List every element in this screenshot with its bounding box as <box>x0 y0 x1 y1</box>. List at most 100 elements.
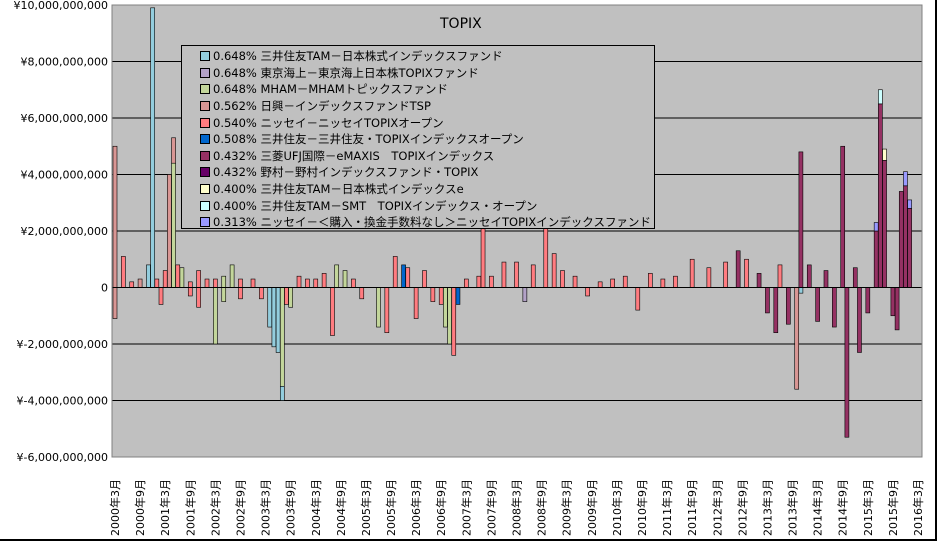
x-tick-label: 2005年3月 <box>359 479 373 536</box>
bar-2001-03-series-4 <box>162 270 168 288</box>
x-tick-label: 2012年3月 <box>710 479 724 536</box>
bar-2000-03-series-3 <box>112 145 118 288</box>
bar-2001-09-series-4 <box>187 287 193 297</box>
legend-label: 0.432% 三菱UFJ国際－eMAXIS TOPIXインデックス <box>213 148 495 163</box>
bar-2007-12-series-4 <box>501 261 507 288</box>
bar-2007-03-series-4 <box>464 278 469 288</box>
bar-2003-06-series-0 <box>275 287 281 353</box>
x-tick-label: 2007年9月 <box>484 479 498 536</box>
bar-2002-03-series-4 <box>213 278 218 288</box>
y-tick-label: ¥2,000,000,000 <box>21 225 108 238</box>
bar-2009-08-series-4 <box>585 287 590 297</box>
y-tick-label: ¥4,000,000,000 <box>21 169 108 182</box>
bar-2010-02-series-4 <box>610 278 615 288</box>
legend-label: 0.400% 三井住友TAM－SMT TOPIXインデックス・オープン <box>213 198 538 213</box>
legend-label: 0.562% 日興－インデックスファンドTSP <box>213 99 431 114</box>
bar-2004-07-series-4 <box>330 287 335 336</box>
bar-2007-01-series-5 <box>455 287 461 305</box>
bar-2013-06-series-4 <box>777 264 783 288</box>
x-tick-label: 2011年9月 <box>685 479 699 536</box>
bar-2000-03-series-3 <box>112 287 118 319</box>
y-tick-label: ¥-4,000,000,000 <box>17 395 108 408</box>
x-tick-label: 2006年3月 <box>409 479 423 536</box>
bar-2002-01-series-4 <box>204 278 210 288</box>
bar-2000-11-series-0 <box>146 264 151 288</box>
bar-2015-12-series-10 <box>903 171 908 187</box>
bar-2002-03-series-2 <box>213 287 218 345</box>
x-tick-label: 2004年3月 <box>309 479 323 536</box>
legend-item: 0.648% 東京海上－東京海上日本株TOPIXファンド <box>182 65 654 82</box>
bar-2005-12-series-5 <box>401 264 406 288</box>
bar-2014-05-series-6 <box>823 270 829 288</box>
y-tick-label: 0 <box>101 282 108 295</box>
x-tick-label: 2009年3月 <box>560 479 574 536</box>
bar-2006-10-series-2 <box>443 287 448 328</box>
bar-2013-03-series-6 <box>765 287 770 314</box>
legend-label: 0.648% 三井住友TAM－日本株式インデックスファンド <box>213 49 503 64</box>
x-tick-label: 2012年9月 <box>735 479 749 536</box>
bar-2014-10-series-6 <box>844 287 850 438</box>
bar-2008-10-series-4 <box>543 227 549 288</box>
legend-label: 0.648% 東京海上－東京海上日本株TOPIXファンド <box>213 65 479 80</box>
bar-2008-12-series-4 <box>551 253 557 288</box>
x-tick-label: 2003年9月 <box>284 479 298 536</box>
x-tick-label: 2015年3月 <box>861 479 875 536</box>
bar-2015-03-series-6 <box>865 287 871 314</box>
bar-2016-01-series-6 <box>907 208 912 288</box>
x-tick-label: 2013年3月 <box>760 479 774 536</box>
bar-2002-05-series-2 <box>221 287 227 302</box>
x-tick-label: 2002年9月 <box>233 479 247 536</box>
x-tick-label: 2000年9月 <box>133 479 147 536</box>
legend-label: 0.508% 三井住友－三井住友・TOPIXインデックスオープン <box>213 132 524 147</box>
bar-2006-11-series-2 <box>447 287 452 345</box>
bar-2003-08-series-4 <box>284 287 289 305</box>
x-tick-label: 2002年3月 <box>208 479 222 536</box>
bar-2008-03-series-4 <box>514 261 519 288</box>
bar-2003-02-series-4 <box>259 287 264 300</box>
legend-item: 0.313% ニッセイ－＜購入・換金手数料なし＞ニッセイTOPIXインデックスフ… <box>182 214 654 231</box>
bar-2015-11-series-6 <box>898 191 904 288</box>
bar-2015-05-series-6 <box>873 230 879 288</box>
bar-2008-05-series-1 <box>522 287 528 302</box>
legend-swatch <box>200 150 210 161</box>
bar-2008-07-series-4 <box>530 264 536 288</box>
bar-2014-09-series-6 <box>840 145 846 288</box>
legend-swatch <box>200 101 210 112</box>
legend: 0.648% 三井住友TAM－日本株式インデックスファンド 0.648% 東京海上… <box>181 45 655 229</box>
legend-item: 0.432% 野村－野村インデックスファンド・TOPIX <box>182 164 654 181</box>
x-tick-label: 2010年3月 <box>610 479 624 536</box>
bar-2001-05-series-2 <box>171 162 176 288</box>
y-tick-label: ¥10,000,000,000 <box>14 0 108 12</box>
bar-2004-12-series-4 <box>351 278 356 288</box>
bar-2005-08-series-4 <box>384 287 390 334</box>
bar-2015-06-series-9 <box>878 89 883 105</box>
y-tick-label: ¥6,000,000,000 <box>21 112 108 125</box>
x-tick-label: 2008年9月 <box>535 479 549 536</box>
x-tick-label: 2009年9月 <box>585 479 599 536</box>
legend-swatch <box>200 184 210 195</box>
bar-2013-05-series-6 <box>773 287 779 334</box>
legend-swatch <box>200 217 210 228</box>
bar-2011-09-series-4 <box>689 258 695 288</box>
bar-2012-08-series-6 <box>735 250 741 288</box>
legend-label: 0.648% MHAM－MHAMトピックスファンド <box>213 82 448 97</box>
bar-2004-03-series-4 <box>313 278 319 288</box>
x-tick-label: 2010年9月 <box>635 479 649 536</box>
bar-2013-10-series-3 <box>794 287 800 390</box>
bar-2001-05-series-3 <box>171 137 176 164</box>
legend-swatch <box>200 200 210 211</box>
legend-item: 0.432% 三菱UFJ国際－eMAXIS TOPIXインデックス <box>182 148 654 165</box>
legend-item: 0.540% ニッセイ－ニッセイTOPIXオープン <box>182 114 654 131</box>
bar-2006-07-series-4 <box>430 287 436 302</box>
bar-2015-05-series-10 <box>873 222 879 232</box>
bar-2015-01-series-6 <box>857 287 862 353</box>
bar-2004-05-series-4 <box>321 273 327 288</box>
bar-2000-09-series-3 <box>137 278 143 288</box>
bar-2015-12-series-6 <box>903 185 908 288</box>
bar-2016-01-series-10 <box>907 199 912 209</box>
legend-item: 0.508% 三井住友－三井住友・TOPIXインデックスオープン <box>182 131 654 148</box>
bar-2015-06-series-6 <box>878 103 883 288</box>
x-tick-label: 2001年3月 <box>158 479 172 536</box>
bar-2010-05-series-4 <box>622 275 628 288</box>
